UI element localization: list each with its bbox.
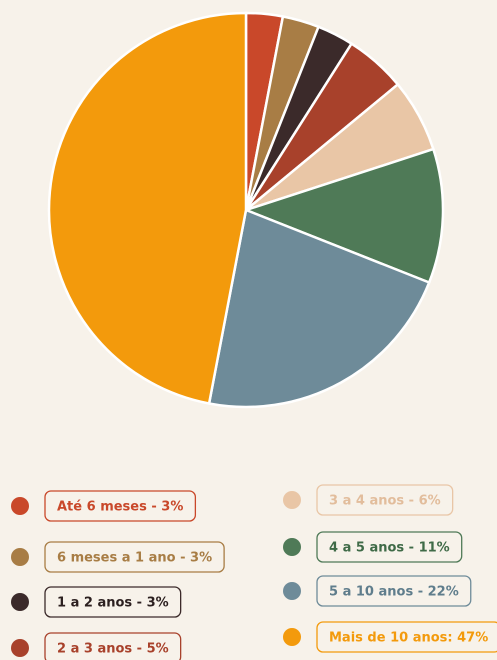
legend-dot: [283, 628, 301, 646]
legend-label: 1 a 2 anos - 3%: [57, 596, 169, 611]
legend-label: 4 a 5 anos - 11%: [329, 541, 450, 556]
pie-slice: [242, 147, 445, 285]
legend-pill: [316, 575, 472, 607]
legend-pill: [44, 541, 225, 573]
legend-dot: [283, 538, 301, 556]
legend-dot: [11, 639, 29, 657]
legend-pill: [44, 586, 182, 618]
legend-dot: [283, 491, 301, 509]
legend-dot: [11, 548, 29, 566]
legend-label: Mais de 10 anos: 47%: [329, 631, 488, 646]
legend-dot: [283, 582, 301, 600]
pie-slice: [207, 208, 431, 409]
legend-pill: [44, 632, 182, 660]
legend-pill: [316, 531, 463, 563]
legend-label: 3 a 4 anos - 6%: [329, 494, 441, 509]
legend-dot: [11, 593, 29, 611]
legend-pill: [316, 484, 454, 516]
legend-label: 6 meses a 1 ano - 3%: [57, 551, 212, 566]
legend-dot: [11, 497, 29, 515]
legend-pill: [44, 490, 197, 522]
legend-label: Até 6 meses - 3%: [57, 500, 183, 515]
legend-label: 2 a 3 anos - 5%: [57, 642, 169, 657]
pie-slice: [47, 11, 248, 405]
legend-label: 5 a 10 anos - 22%: [329, 585, 459, 600]
legend-pill: [316, 621, 497, 653]
